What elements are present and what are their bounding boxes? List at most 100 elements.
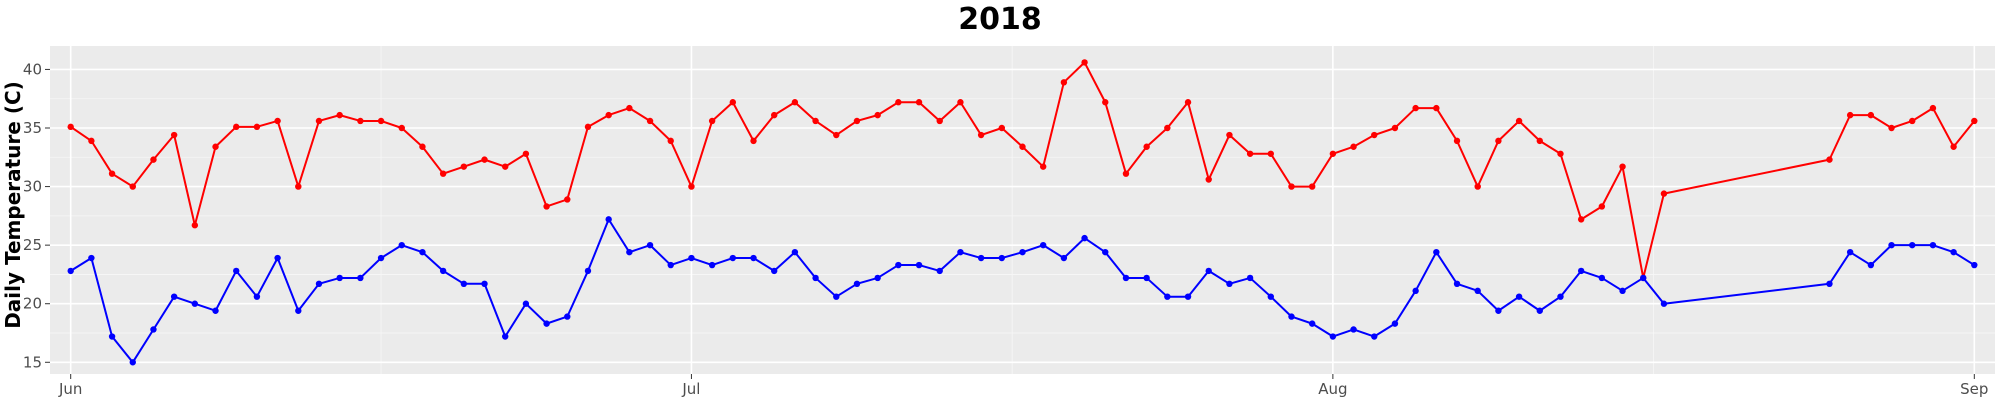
data-point-max <box>1536 137 1543 145</box>
data-point-max <box>1143 143 1150 150</box>
data-point-min <box>150 326 157 333</box>
data-point-min <box>439 267 447 275</box>
data-point-min <box>315 280 323 287</box>
data-point-max <box>1846 111 1854 119</box>
data-point-min <box>1205 267 1212 275</box>
data-point-max <box>481 156 488 163</box>
data-point-min <box>791 248 799 256</box>
data-point-min <box>874 274 881 282</box>
series-max <box>67 59 1978 282</box>
data-point-max <box>791 99 799 106</box>
data-point-max <box>377 117 385 125</box>
data-point-min <box>253 293 261 300</box>
data-point-max <box>833 131 840 139</box>
data-point-min <box>170 293 178 300</box>
x-tick-label: Sep <box>1960 380 1988 398</box>
data-point-min <box>750 254 757 262</box>
data-point-max <box>1308 183 1316 190</box>
data-point-min <box>1143 274 1150 282</box>
y-tick-label: 15 <box>23 353 42 371</box>
data-point-min <box>626 248 633 256</box>
data-point-min <box>771 267 778 275</box>
data-point-min <box>295 307 302 314</box>
data-point-min <box>129 359 136 366</box>
data-point-max <box>1867 111 1875 119</box>
data-point-min <box>1515 293 1523 300</box>
data-point-max <box>936 117 943 125</box>
data-point-max <box>688 183 695 190</box>
data-point-max <box>1102 99 1109 106</box>
data-point-min <box>1433 248 1440 256</box>
data-point-max <box>1081 59 1088 66</box>
data-point-max <box>129 183 136 190</box>
data-point-min <box>460 280 468 287</box>
data-point-min <box>1453 280 1461 287</box>
data-point-min <box>502 333 509 340</box>
data-point-max <box>915 99 923 106</box>
data-point-min <box>1909 241 1916 249</box>
data-point-max <box>1391 124 1399 132</box>
data-point-min <box>936 267 943 275</box>
y-axis-title: Daily Temperature (C) <box>1 81 25 329</box>
data-point-max <box>233 123 240 131</box>
data-point-max <box>522 150 530 157</box>
data-point-max <box>419 143 426 150</box>
data-point-min <box>915 261 923 269</box>
data-point-max <box>398 124 405 132</box>
data-point-min <box>1308 320 1316 327</box>
series-layer <box>67 59 1978 366</box>
data-point-max <box>1950 143 1957 150</box>
data-point-min <box>191 300 199 307</box>
data-point-max <box>1515 117 1523 125</box>
data-point-min <box>1329 333 1337 340</box>
chart-title: 2018 <box>958 2 1042 37</box>
data-point-min <box>1122 274 1130 282</box>
data-point-min <box>1867 261 1875 269</box>
data-point-min <box>853 280 861 287</box>
data-point-min <box>419 248 426 256</box>
data-point-min <box>522 300 530 307</box>
data-point-min <box>895 261 902 269</box>
y-tick-label: 30 <box>23 178 42 196</box>
x-tick-label: Jun <box>58 380 82 398</box>
data-point-max <box>212 143 219 150</box>
data-point-max <box>998 124 1006 132</box>
data-point-min <box>708 261 716 269</box>
data-point-min <box>67 267 74 275</box>
data-point-min <box>1019 248 1026 256</box>
data-point-min <box>1391 320 1399 327</box>
data-point-max <box>336 111 343 119</box>
data-point-min <box>1288 313 1295 320</box>
data-point-max <box>771 111 778 119</box>
data-point-max <box>708 117 716 125</box>
data-point-min <box>88 254 95 262</box>
data-point-min <box>377 254 385 262</box>
data-point-min <box>274 254 281 262</box>
data-point-min <box>1060 254 1068 262</box>
data-point-min <box>1536 307 1543 314</box>
data-point-min <box>1640 274 1647 282</box>
y-tick-label: 25 <box>23 236 42 254</box>
data-point-min <box>1184 293 1192 300</box>
data-point-max <box>1122 170 1130 177</box>
data-point-max <box>874 111 881 119</box>
data-point-min <box>108 333 116 340</box>
data-point-max <box>729 99 737 106</box>
data-point-max <box>1888 124 1895 132</box>
data-point-min <box>1888 241 1895 249</box>
data-point-max <box>543 203 550 210</box>
data-point-max <box>357 117 364 125</box>
data-point-min <box>1081 234 1088 242</box>
minor-gridlines <box>50 46 1995 374</box>
data-point-min <box>1164 293 1171 300</box>
data-point-max <box>1350 143 1357 150</box>
data-point-min <box>1350 326 1357 333</box>
data-point-max <box>1267 150 1274 157</box>
data-point-max <box>605 111 612 119</box>
data-point-min <box>1474 287 1481 295</box>
data-point-max <box>584 123 592 131</box>
data-point-min <box>1267 293 1274 300</box>
data-point-max <box>253 123 261 131</box>
series-line-max <box>70 61 1976 279</box>
data-point-max <box>564 196 571 203</box>
